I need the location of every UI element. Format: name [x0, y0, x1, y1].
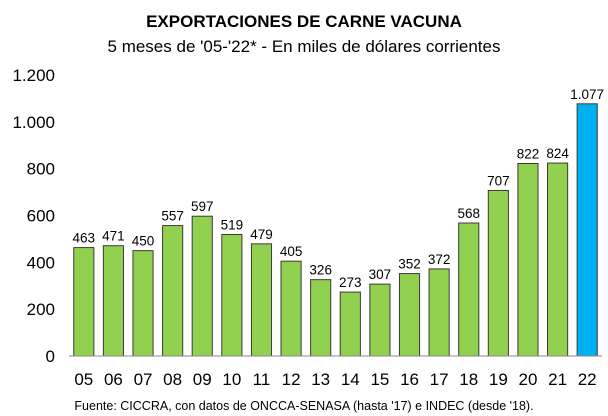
bar-07: [132, 250, 154, 357]
chart-subtitle: 5 meses de '05-'22* - En miles de dólare…: [108, 37, 501, 56]
bar-21: [547, 162, 569, 357]
x-tick-label: 08: [163, 370, 182, 389]
x-tick-label: 19: [489, 370, 508, 389]
data-label: 479: [250, 227, 273, 242]
bar-06: [102, 245, 124, 357]
bar-16: [398, 273, 421, 357]
x-tick-label: 06: [104, 370, 123, 389]
data-label: 568: [457, 206, 480, 221]
bar-19: [487, 189, 509, 357]
data-label: 519: [221, 217, 244, 232]
bar-09: [191, 215, 213, 357]
bar-14: [339, 291, 361, 357]
y-tick-label: 400: [27, 253, 55, 272]
data-label: 273: [339, 275, 362, 290]
y-tick-label: 200: [27, 300, 55, 319]
bar-11: [250, 243, 273, 357]
x-tick-label: 15: [370, 370, 389, 389]
x-tick-label: 14: [341, 370, 360, 389]
data-label: 597: [191, 199, 214, 214]
chart-title: EXPORTACIONES DE CARNE VACUNA: [146, 12, 462, 31]
x-tick-label: 21: [548, 370, 567, 389]
data-label: 307: [369, 267, 392, 282]
data-label: 352: [398, 257, 421, 272]
y-tick-label: 600: [27, 207, 55, 226]
y-tick-label: 0: [46, 347, 55, 366]
x-tick-label: 10: [222, 370, 241, 389]
y-tick-label: 1.200: [12, 66, 55, 85]
data-label: 822: [517, 147, 540, 162]
data-label: 824: [546, 146, 569, 161]
bar-08: [162, 225, 184, 357]
x-tick-label: 17: [430, 370, 449, 389]
x-tick-label: 09: [193, 370, 212, 389]
bar-15: [369, 283, 391, 357]
bar-22: [576, 103, 598, 357]
y-tick-label: 800: [27, 160, 55, 179]
bar-20: [517, 163, 539, 357]
bar-12: [280, 260, 302, 357]
y-tick-label: 1.000: [12, 113, 55, 132]
source-note: Fuente: CICCRA, con datos de ONCCA-SENAS…: [74, 399, 533, 413]
data-label: 463: [73, 231, 96, 246]
x-tick-label: 22: [578, 370, 597, 389]
bar-05: [73, 247, 95, 357]
x-tick-label: 20: [519, 370, 538, 389]
x-tick-label: 11: [253, 370, 271, 389]
data-label: 372: [428, 252, 451, 267]
bar-13: [310, 279, 332, 357]
data-label: 1.077: [570, 87, 604, 102]
data-label: 471: [102, 229, 125, 244]
data-label: 405: [280, 244, 303, 259]
data-label: 707: [487, 173, 510, 188]
data-label: 557: [161, 209, 184, 224]
data-label: 326: [309, 263, 332, 278]
x-tick-label: 16: [400, 370, 419, 389]
x-tick-label: 05: [74, 370, 93, 389]
x-tick-label: 12: [282, 370, 301, 389]
data-label: 450: [132, 234, 155, 249]
bar-18: [458, 222, 480, 357]
bar-17: [428, 268, 450, 357]
bar-10: [221, 233, 243, 357]
x-tick-label: 18: [459, 370, 478, 389]
x-tick-label: 07: [134, 370, 153, 389]
x-tick-label: 13: [311, 370, 330, 389]
